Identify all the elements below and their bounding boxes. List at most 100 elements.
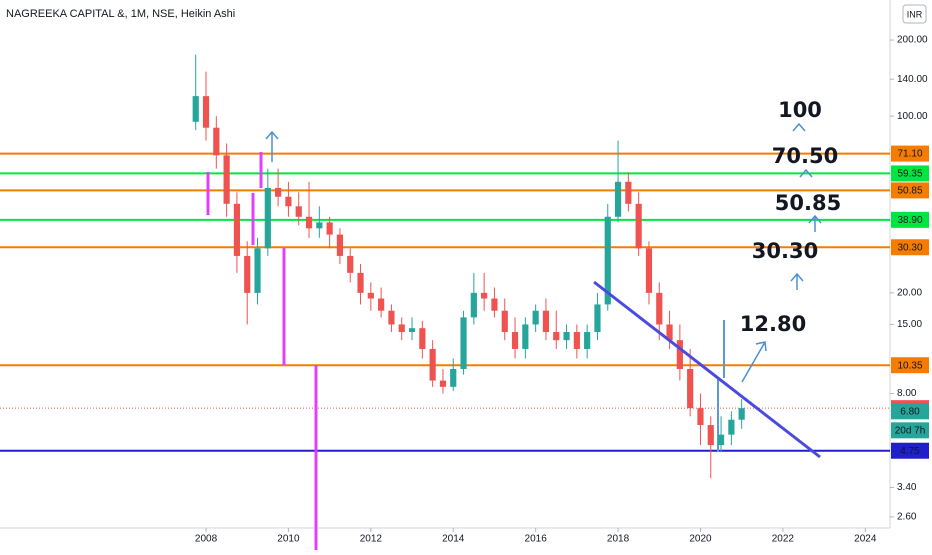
candle-body: [532, 310, 539, 325]
candle-body: [656, 292, 663, 325]
price-tag: [891, 211, 929, 228]
candle-body: [295, 206, 302, 217]
countdown: 20d 7h: [895, 425, 926, 436]
x-tick-label: 2018: [607, 534, 630, 545]
candle-body: [388, 310, 395, 325]
candle-body: [223, 155, 230, 204]
price-tag-label: 4.75: [900, 446, 920, 457]
price-tag-label: 38.90: [897, 215, 922, 226]
candle-body: [254, 248, 261, 293]
candle-body: [470, 292, 477, 318]
y-tick-label: 100.00: [897, 111, 928, 122]
y-tick-label: 8.00: [897, 388, 917, 399]
candle-body: [738, 408, 745, 420]
candle-body: [367, 292, 374, 299]
price-tag-label: 6.80: [900, 406, 920, 417]
x-tick-label: 2012: [360, 534, 383, 545]
x-tick-label: 2016: [525, 534, 548, 545]
annotation: 70.50: [772, 144, 838, 168]
candle-body: [563, 332, 570, 341]
arrow: [790, 272, 804, 290]
candle-body: [635, 203, 642, 249]
candle-body: [697, 408, 704, 426]
x-tick-label: 2024: [854, 534, 877, 545]
candle-body: [573, 332, 580, 349]
candle-body: [676, 340, 683, 369]
arrow: [799, 168, 813, 178]
price-tag-label: 30.30: [897, 242, 922, 253]
arrow: [741, 341, 767, 383]
candle-body: [439, 380, 447, 387]
price-tag: [891, 442, 929, 459]
price-tag-label: 59.35: [897, 169, 922, 180]
candle-body: [553, 332, 560, 341]
candle-body: [687, 368, 694, 409]
candle-body: [347, 255, 354, 273]
currency-box: [902, 4, 927, 24]
y-tick-label: 3.40: [897, 482, 917, 493]
candle-body: [285, 196, 292, 207]
arrow: [792, 122, 806, 132]
candle-body: [511, 332, 519, 349]
price-tag-label: 10.35: [897, 360, 922, 371]
candle-body: [316, 222, 323, 229]
chart-title: NAGREEKA CAPITAL &, 1M, NSE, Heikin Ashi: [6, 8, 235, 20]
candle-body: [202, 96, 210, 128]
candle-body: [398, 324, 405, 333]
candle-body: [213, 127, 220, 156]
candle-body: [666, 324, 673, 341]
candle-body: [542, 310, 550, 333]
annotation: 50.85: [775, 191, 841, 215]
price-tag: [891, 239, 929, 256]
price-tag-label: 71.10: [897, 149, 922, 160]
candle-body: [326, 222, 333, 235]
x-tick-label: 2020: [689, 534, 712, 545]
candle-body: [584, 332, 591, 349]
candle-body: [728, 419, 735, 435]
arrow: [808, 214, 822, 232]
candle-body: [604, 216, 611, 305]
countdown-box: [891, 422, 929, 439]
candle-body: [614, 181, 622, 217]
candle-body: [594, 304, 601, 333]
price-tag: [891, 357, 929, 374]
currency: INR: [907, 9, 923, 19]
candle-body: [645, 248, 653, 293]
candle-body: [192, 96, 199, 122]
y-tick-label: 200.00: [897, 35, 928, 46]
y-tick-label: 2.60: [897, 512, 917, 523]
trend-line: [593, 280, 821, 459]
price-tag-label: 50.85: [897, 186, 922, 197]
x-tick-label: 2022: [772, 534, 795, 545]
candle-body: [357, 272, 364, 293]
y-tick-label: 15.00: [897, 319, 922, 330]
candle-body: [233, 203, 241, 256]
price-tag: [891, 165, 929, 182]
arrows: [265, 122, 822, 383]
candle-body: [408, 328, 416, 333]
price-tag: [891, 403, 929, 420]
price-tag: [891, 145, 929, 162]
candle-body: [501, 310, 508, 333]
candle-body: [378, 298, 385, 311]
candle-body: [625, 181, 632, 204]
candle-body: [491, 298, 498, 311]
candle-body: [419, 328, 426, 349]
x-tick-label: 2010: [277, 534, 300, 545]
candle-body: [450, 368, 457, 387]
candle-body: [481, 292, 488, 299]
candle-body: [460, 317, 467, 369]
annotation: 12.80: [740, 312, 806, 336]
y-tick-label: 20.00: [897, 288, 922, 299]
annotation: 100: [778, 98, 822, 122]
candle-body: [244, 255, 251, 293]
annotation: 30.30: [752, 239, 818, 263]
arrow: [265, 130, 279, 162]
candle-body: [429, 348, 436, 381]
candle-body: [275, 187, 282, 197]
candle-body: [522, 324, 529, 349]
candle-body: [264, 187, 271, 249]
candle-body: [305, 216, 313, 229]
